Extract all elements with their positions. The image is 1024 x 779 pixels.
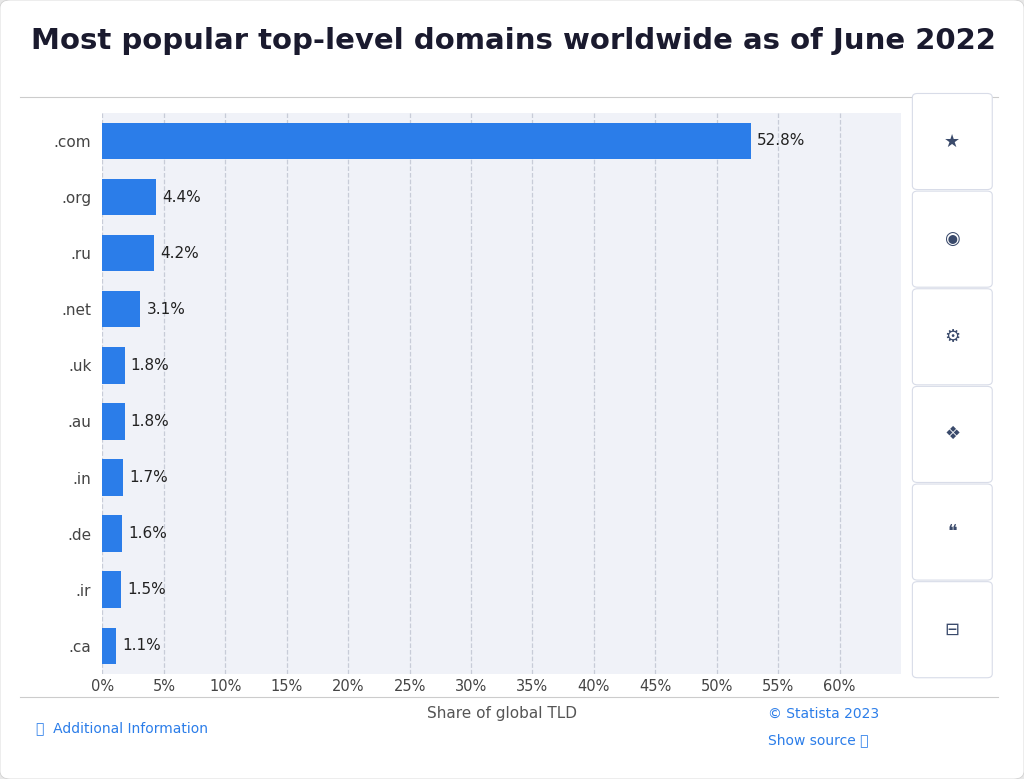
Text: 1.7%: 1.7% [129,470,168,485]
Text: ❝: ❝ [947,523,957,541]
Text: 1.5%: 1.5% [127,582,166,597]
Bar [102,404,125,439]
Bar [102,516,122,552]
Text: ★: ★ [944,132,961,150]
Text: ⚙: ⚙ [944,328,961,346]
Text: © Statista 2023: © Statista 2023 [768,707,880,721]
Text: ⊟: ⊟ [945,621,959,639]
Bar [102,123,752,159]
Bar [102,347,125,383]
Text: 1.1%: 1.1% [122,638,161,654]
Text: 4.2%: 4.2% [160,245,199,261]
Text: ⓘ  Additional Information: ⓘ Additional Information [36,721,208,735]
X-axis label: Share of global TLD: Share of global TLD [427,706,577,721]
Text: 1.6%: 1.6% [128,526,167,541]
Text: 1.8%: 1.8% [131,358,169,373]
Bar [102,235,154,271]
Text: ◉: ◉ [944,230,961,249]
Bar [102,628,116,664]
Text: 52.8%: 52.8% [758,133,806,149]
Text: ❖: ❖ [944,425,961,443]
Text: 4.4%: 4.4% [163,189,202,205]
Bar [102,572,121,608]
Text: 1.8%: 1.8% [131,414,169,429]
Bar [102,460,123,495]
Text: Most popular top-level domains worldwide as of June 2022: Most popular top-level domains worldwide… [31,27,995,55]
Text: Show source ⓘ: Show source ⓘ [768,733,868,747]
Bar [102,291,140,327]
Text: 3.1%: 3.1% [146,301,185,317]
Bar [102,179,157,215]
